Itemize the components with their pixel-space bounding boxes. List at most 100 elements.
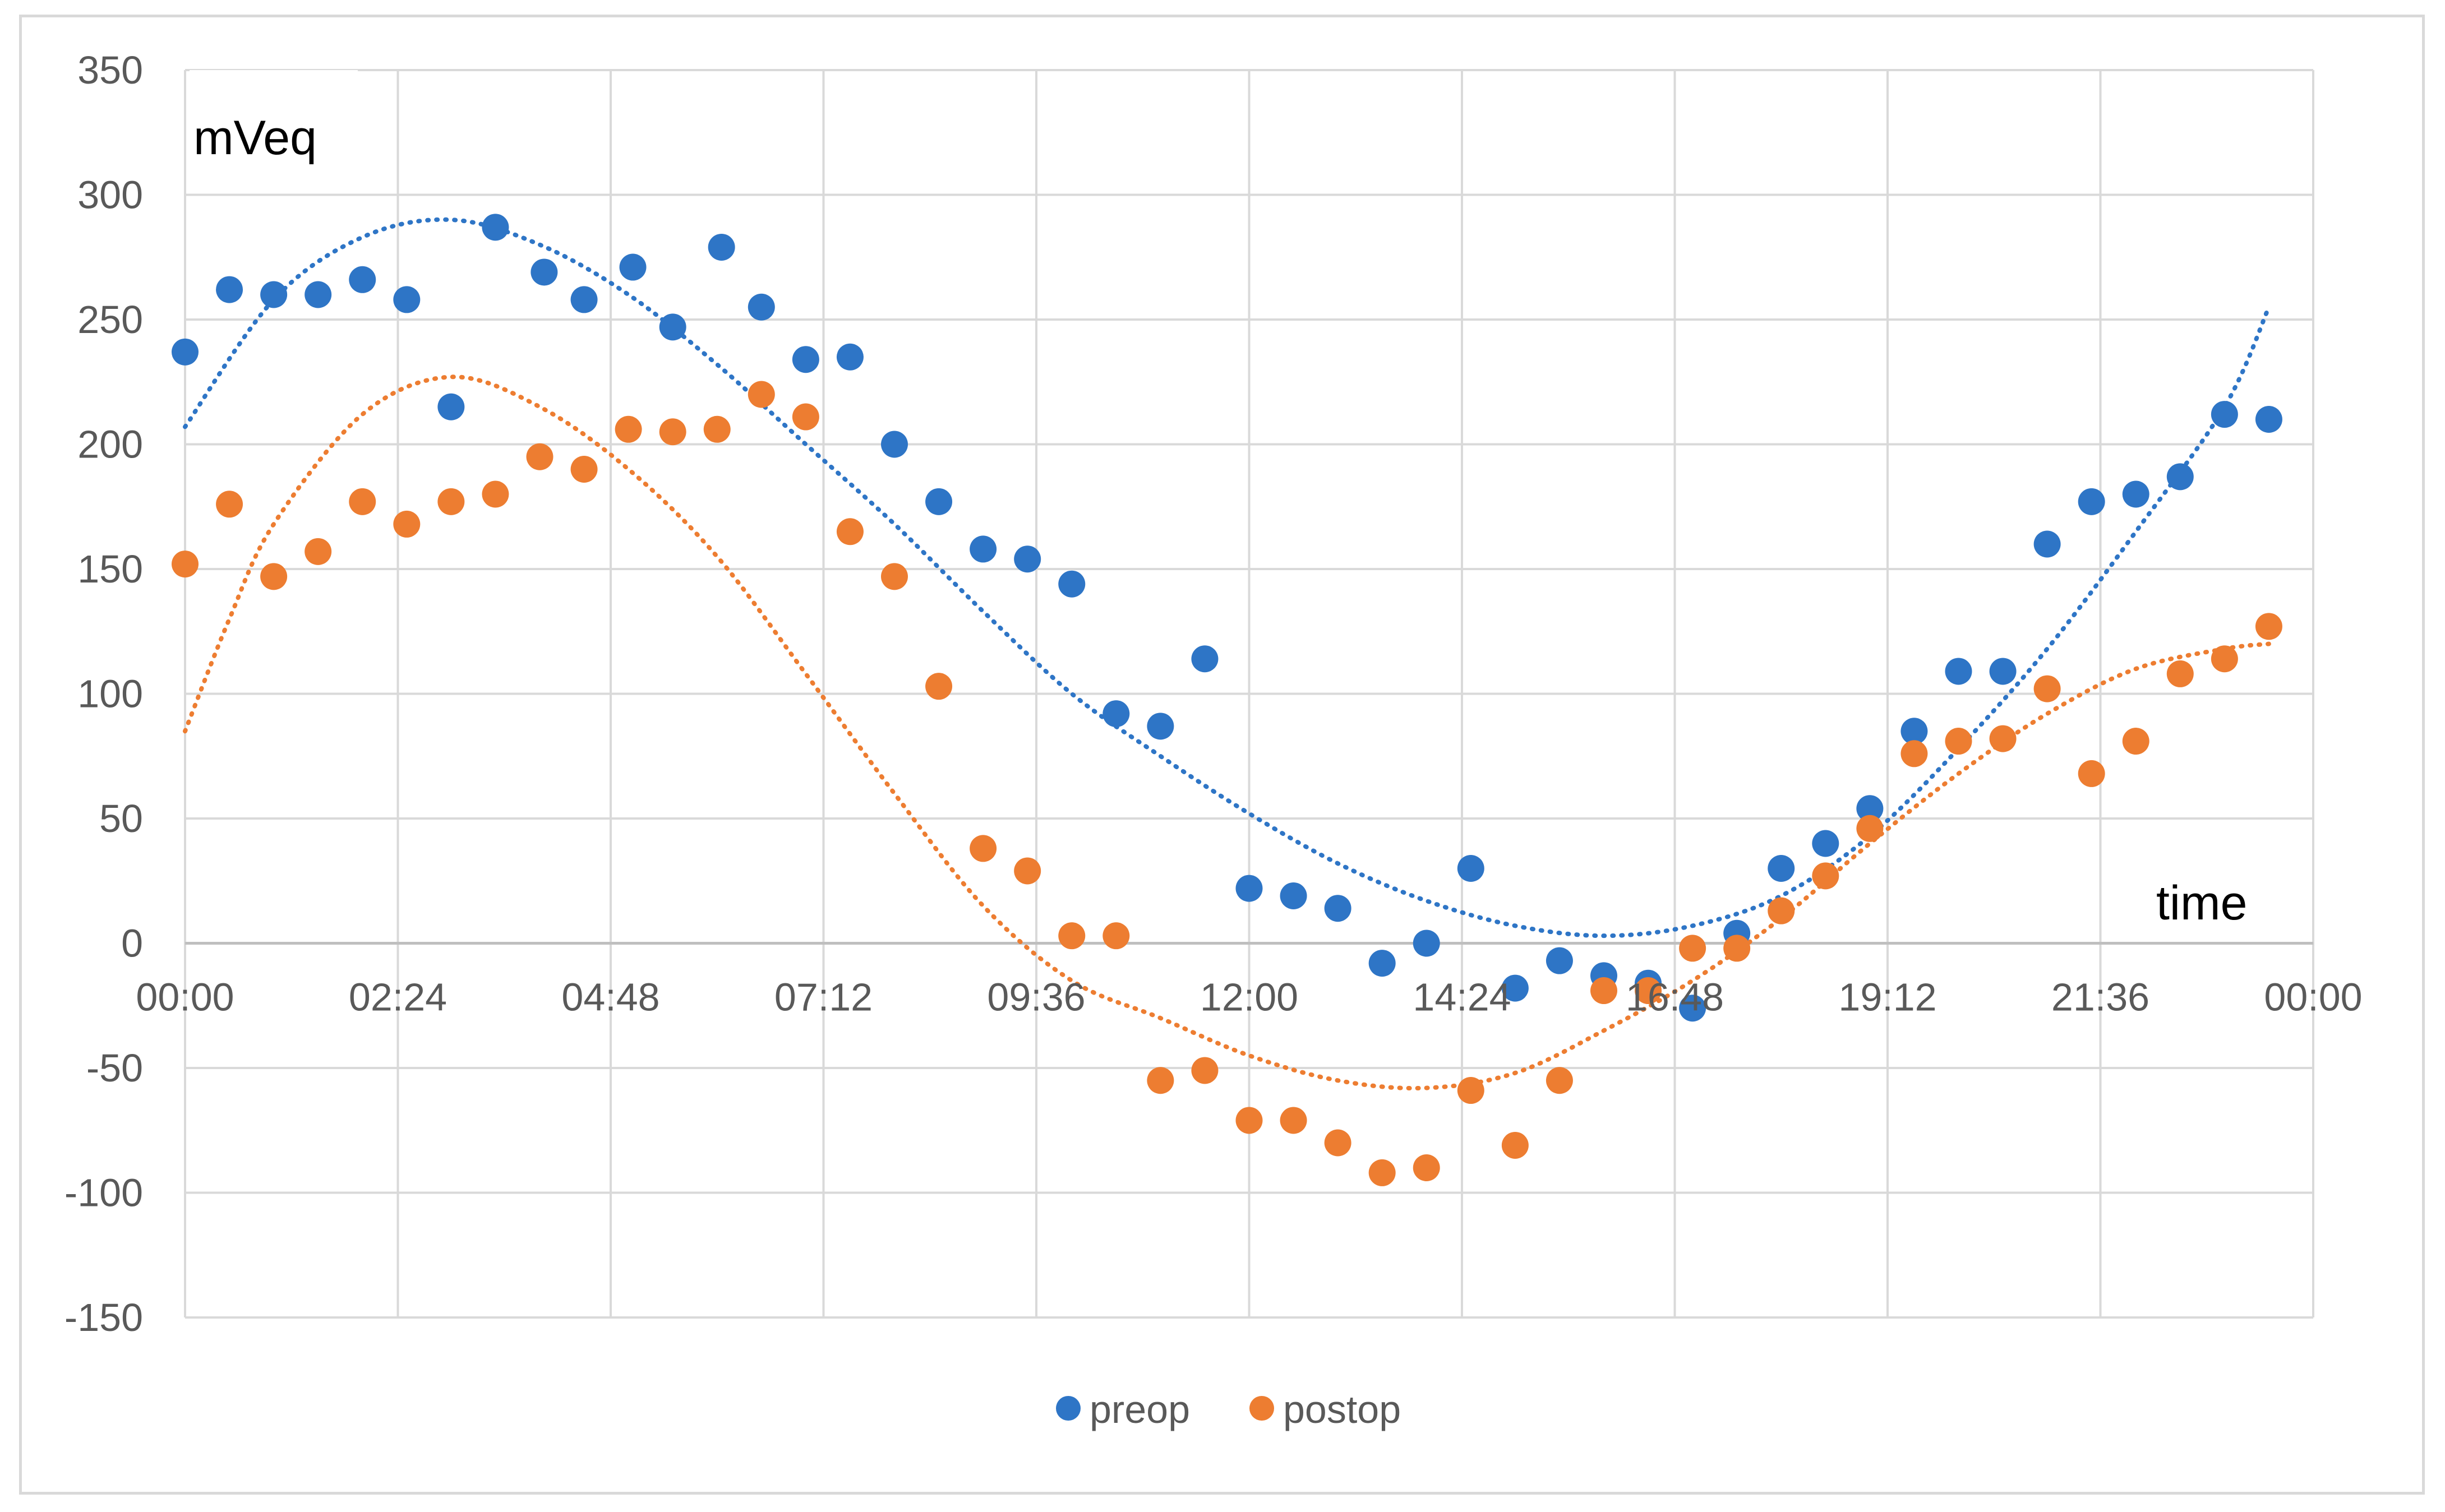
- preop-point: [1014, 545, 1041, 573]
- postop-point: [1102, 922, 1130, 950]
- y-tick-label: -150: [64, 1296, 143, 1339]
- preop-point: [970, 535, 997, 563]
- postop-point: [1679, 935, 1706, 962]
- y-tick-label: 50: [99, 797, 143, 840]
- x-axis-title: time: [2156, 876, 2247, 930]
- preop-point: [2033, 530, 2061, 558]
- postop-point: [1147, 1067, 1174, 1094]
- ylabel-background: [190, 70, 358, 168]
- preop-point: [748, 293, 775, 321]
- postop-point: [703, 415, 731, 443]
- x-tick-label: 19:12: [1838, 975, 1936, 1019]
- postop-point: [2122, 728, 2149, 755]
- preop-point: [2211, 401, 2238, 428]
- postop-point: [659, 418, 686, 446]
- postop-point: [1457, 1077, 1484, 1104]
- postop-point: [2078, 760, 2105, 787]
- postop-point: [1856, 815, 1884, 842]
- preop-point: [1945, 658, 1972, 685]
- postop-trendline: [183, 374, 2271, 1091]
- x-tick-label: 07:12: [774, 975, 873, 1019]
- preop-point: [881, 431, 908, 458]
- gridlines: [184, 69, 2314, 1319]
- preop-point: [482, 214, 509, 241]
- preop-point: [619, 253, 647, 281]
- postop-point: [260, 563, 288, 590]
- postop-point: [2166, 660, 2194, 687]
- x-tick-label: 00:00: [136, 975, 234, 1019]
- preop-trendline: [183, 217, 2271, 938]
- preop-point: [437, 393, 465, 420]
- preop-point: [260, 281, 288, 308]
- postop-point: [526, 443, 553, 470]
- preop-point: [1457, 855, 1484, 882]
- preop-point: [792, 346, 819, 373]
- postop-point: [1413, 1154, 1440, 1181]
- postop-point: [1324, 1129, 1351, 1157]
- y-tick-label: -50: [86, 1046, 143, 1090]
- y-tick-label: 150: [77, 547, 143, 591]
- x-tick-label: 00:00: [2264, 975, 2362, 1019]
- y-tick-label: 100: [77, 672, 143, 716]
- preop-point: [2122, 480, 2149, 508]
- postop-point: [1235, 1107, 1263, 1134]
- postop-point: [925, 673, 953, 700]
- preop-point: [659, 313, 686, 341]
- preop-point: [925, 488, 953, 515]
- preop-point: [1812, 830, 1839, 857]
- preop-point: [1058, 570, 1086, 598]
- x-tick-label: 16:48: [1626, 975, 1724, 1019]
- preop-point: [836, 343, 864, 371]
- postop-point: [1900, 740, 1928, 767]
- preop-point: [2166, 463, 2194, 491]
- legend-marker-preop: [1056, 1396, 1081, 1421]
- x-tick-label: 21:36: [2051, 975, 2149, 1019]
- preop-point: [172, 338, 199, 366]
- postop-point: [2033, 675, 2061, 702]
- postop-point: [1989, 725, 2017, 752]
- preop-point: [1856, 795, 1884, 822]
- y-tick-label: 250: [77, 298, 143, 341]
- preop-point: [530, 258, 558, 286]
- x-tick-labels: 00:00 02:24 04:48 07:12 09:36 12:00 14:24 16:48…: [136, 975, 2362, 1019]
- preop-point: [1501, 974, 1529, 1002]
- x-tick-label: 04:48: [561, 975, 659, 1019]
- preop-point: [570, 286, 598, 313]
- postop-point: [836, 518, 864, 545]
- preop-point: [1368, 950, 1396, 977]
- postop-point: [172, 551, 199, 578]
- preop-point: [393, 286, 421, 313]
- x-tick-label: 14:24: [1413, 975, 1511, 1019]
- postop-point: [1768, 897, 1795, 924]
- preop-point: [2255, 406, 2282, 433]
- postop-point: [748, 381, 775, 408]
- postop-point: [1058, 922, 1086, 950]
- preop-point: [1324, 895, 1351, 922]
- chart-frame: [19, 15, 2425, 1495]
- postop-point: [881, 563, 908, 590]
- preop-point: [1679, 995, 1706, 1022]
- y-tick-label: 200: [77, 423, 143, 466]
- preop-point: [1900, 718, 1928, 745]
- preop-point: [1768, 855, 1795, 882]
- postop-point: [393, 510, 421, 538]
- preop-point: [1147, 713, 1174, 740]
- legend: preop postop: [1056, 1388, 1401, 1431]
- postop-point: [570, 456, 598, 483]
- postop-point: [1945, 728, 1972, 755]
- postop-point: [305, 538, 332, 565]
- y-tick-label: -100: [64, 1171, 143, 1215]
- preop-point: [708, 233, 735, 261]
- legend-label-postop: postop: [1283, 1388, 1401, 1431]
- x-tick-label: 09:36: [987, 975, 1085, 1019]
- postop-point: [349, 488, 376, 515]
- postop-point: [1014, 857, 1041, 885]
- postop-point: [1635, 977, 1662, 1005]
- postop-point: [615, 415, 642, 443]
- postop-point: [482, 480, 509, 508]
- y-tick-label: 300: [77, 173, 143, 217]
- x-tick-label: 02:24: [349, 975, 447, 1019]
- postop-point: [1501, 1131, 1529, 1159]
- preop-point: [2078, 488, 2105, 515]
